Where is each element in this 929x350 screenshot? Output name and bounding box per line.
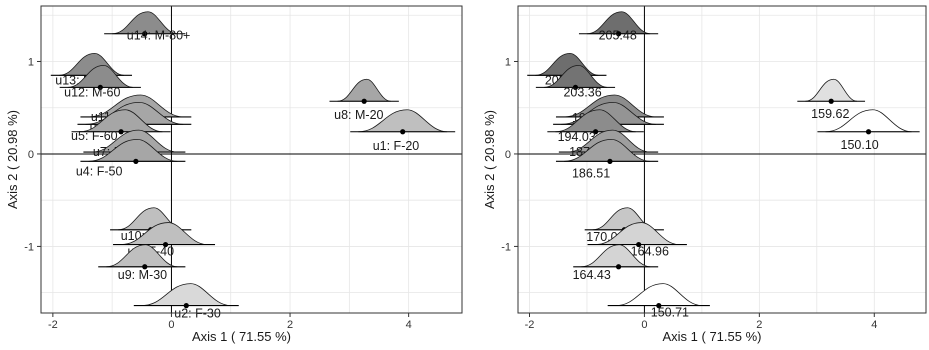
point-label: 159.62 xyxy=(811,107,849,121)
x-tick-label: -2 xyxy=(525,319,535,331)
density-ridge xyxy=(79,109,163,133)
data-point xyxy=(97,84,103,90)
x-tick-label: 0 xyxy=(641,319,647,331)
density-ridge xyxy=(67,64,133,88)
chart-panel-2: 205.48205.66203.36159.62194.32191.20194.… xyxy=(482,5,927,344)
point-label: 205.48 xyxy=(599,29,637,43)
x-tick-label: 0 xyxy=(168,319,174,331)
y-tick-label: 0 xyxy=(505,149,511,161)
density-ridge xyxy=(615,283,702,307)
data-point xyxy=(361,98,367,104)
point-label: 164.96 xyxy=(631,245,669,259)
point-label: 194.03 xyxy=(558,130,596,144)
data-point xyxy=(828,98,834,104)
density-ridge xyxy=(141,283,231,307)
x-tick-label: -2 xyxy=(48,319,58,331)
y-tick-label: -1 xyxy=(501,241,511,253)
x-tick-label: 2 xyxy=(756,319,762,331)
density-ridge xyxy=(121,222,208,245)
density-ridge xyxy=(563,138,651,162)
data-point xyxy=(865,129,872,135)
density-ridge xyxy=(805,78,858,102)
y-axis-label: Axis 2 ( 20.98 %) xyxy=(482,110,497,209)
data-point xyxy=(142,31,148,37)
point-label: 164.43 xyxy=(573,268,611,282)
density-ridge xyxy=(543,64,608,88)
density-ridge xyxy=(595,222,679,245)
data-point xyxy=(592,129,599,135)
data-point xyxy=(400,129,406,135)
density-ridge xyxy=(358,109,448,133)
data-point xyxy=(142,264,148,270)
x-axis-label: Axis 1 ( 71.55 %) xyxy=(192,329,291,344)
density-ridge xyxy=(555,109,636,133)
data-point xyxy=(118,129,124,135)
x-tick-label: 2 xyxy=(287,319,293,331)
data-point xyxy=(656,303,662,309)
point-label: 203.36 xyxy=(563,85,601,99)
data-point xyxy=(183,303,189,309)
point-label: u12: M-60 xyxy=(64,85,120,99)
data-point xyxy=(572,84,579,90)
y-tick-label: -1 xyxy=(24,241,34,253)
data-point xyxy=(636,241,642,248)
data-point xyxy=(615,264,622,270)
x-axis-label: Axis 1 ( 71.55 %) xyxy=(663,329,762,344)
y-tick-label: 1 xyxy=(505,56,511,68)
point-label: u2: F-30 xyxy=(174,307,221,321)
plot-frame xyxy=(40,5,463,314)
density-ridge xyxy=(825,109,912,133)
point-label: u4: F-50 xyxy=(76,164,123,178)
point-label: u9: M-30 xyxy=(118,268,167,282)
y-tick-label: 0 xyxy=(28,149,34,161)
point-label: u8: M-20 xyxy=(334,108,383,122)
data-point xyxy=(133,158,139,164)
density-ridge xyxy=(586,11,651,35)
density-ridge xyxy=(112,11,178,35)
x-tick-label: 4 xyxy=(871,319,877,331)
data-point xyxy=(607,158,613,164)
point-label: u5: F-60 xyxy=(71,129,118,143)
point-label: 186.51 xyxy=(572,166,610,180)
point-label: 150.10 xyxy=(841,138,879,152)
density-ridge xyxy=(106,244,178,268)
data-point xyxy=(162,241,169,248)
y-axis-label: Axis 2 ( 20.98 %) xyxy=(5,110,20,209)
density-ridge xyxy=(581,244,651,268)
data-point xyxy=(615,31,622,37)
density-ridge xyxy=(337,78,391,102)
plot-frame xyxy=(517,5,927,314)
x-tick-label: 4 xyxy=(406,319,412,331)
y-tick-label: 1 xyxy=(28,56,34,68)
point-label: u1: F-20 xyxy=(373,139,420,153)
point-label: u14: M-80+ xyxy=(127,29,191,43)
density-ridge xyxy=(88,138,178,162)
